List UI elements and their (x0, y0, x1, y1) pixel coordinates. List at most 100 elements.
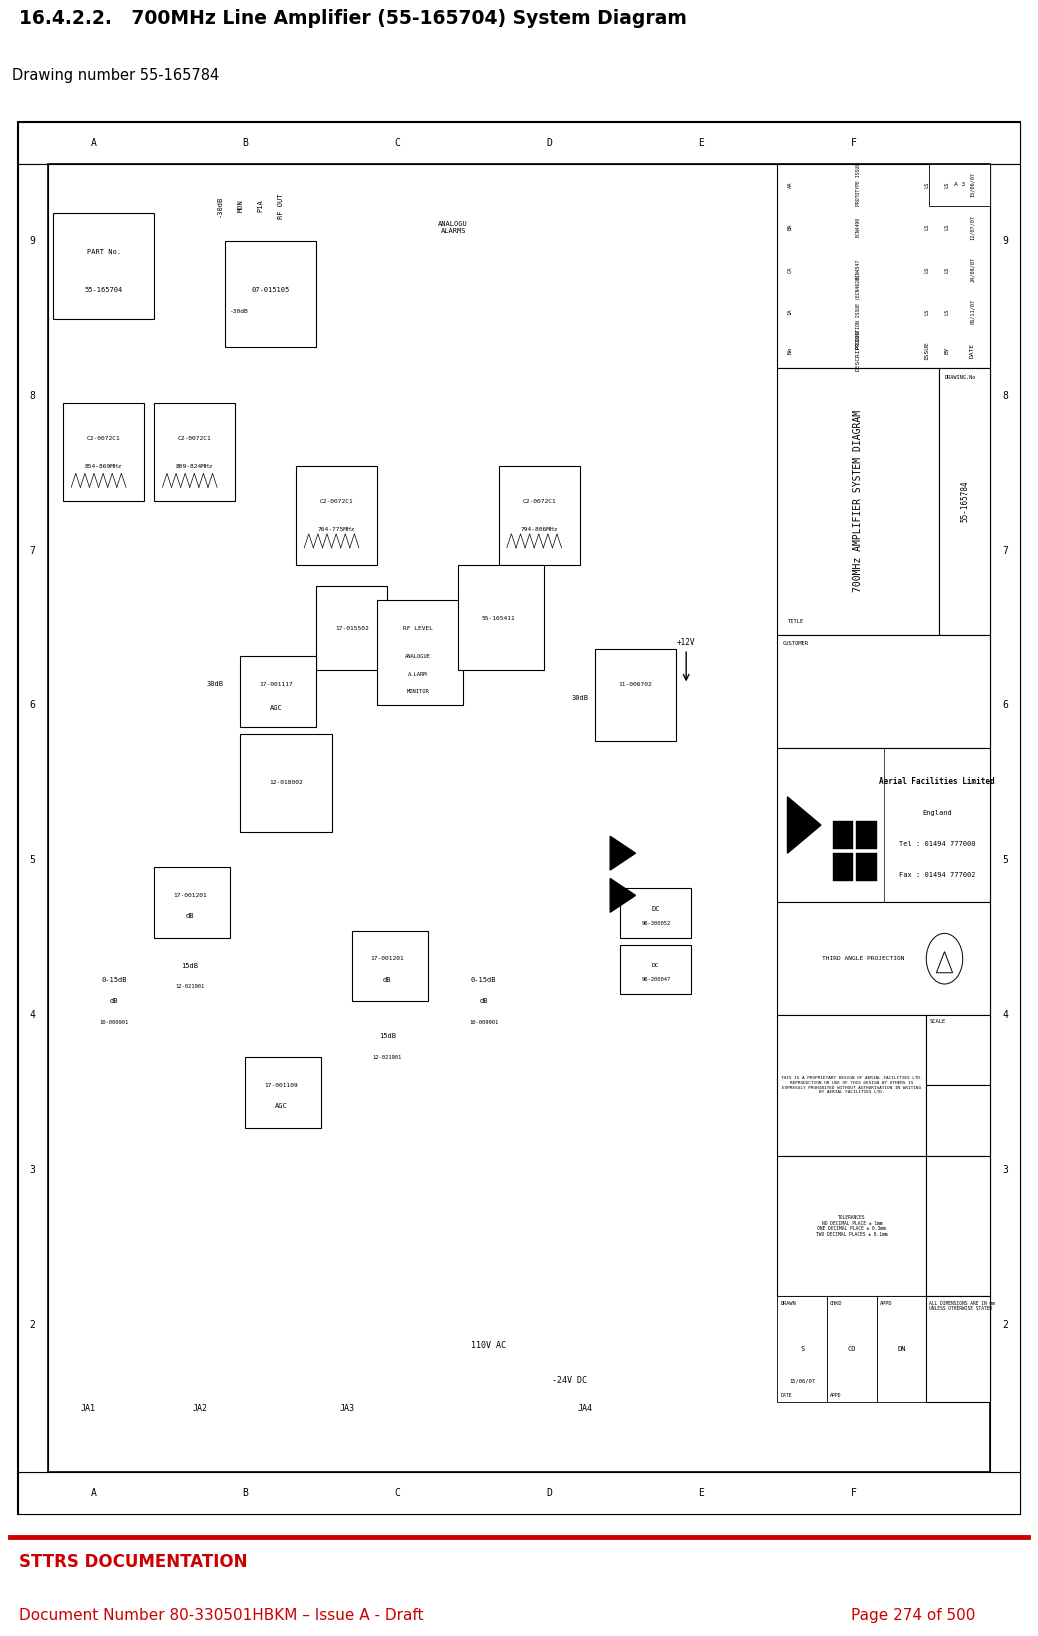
Text: DESCRIPTION: DESCRIPTION (856, 329, 861, 371)
Text: 10-000901: 10-000901 (100, 1019, 129, 1024)
Text: 5: 5 (1003, 856, 1008, 865)
Text: Document Number 80-330501HBKM – Issue A - Draft: Document Number 80-330501HBKM – Issue A … (19, 1608, 424, 1623)
Text: A: A (90, 137, 97, 147)
Bar (834, 854, 853, 882)
Bar (990, 164, 1020, 1472)
Text: AA: AA (788, 182, 792, 188)
Bar (926, 1085, 990, 1155)
Text: DRAWN: DRAWN (781, 1301, 796, 1306)
Text: 854-869MHz: 854-869MHz (85, 463, 122, 470)
Text: PROTOTYPE ISSUE: PROTOTYPE ISSUE (856, 164, 861, 206)
Text: CO: CO (848, 1346, 856, 1351)
Text: LS: LS (945, 267, 950, 273)
Text: JA3: JA3 (339, 1404, 354, 1414)
Bar (18, 164, 48, 1472)
Bar (926, 1155, 990, 1296)
Text: F: F (850, 137, 856, 147)
Text: JA4: JA4 (577, 1404, 593, 1414)
Bar (53, 213, 155, 319)
Text: LS: LS (924, 308, 929, 314)
Text: 8: 8 (30, 391, 35, 401)
Bar (498, 466, 580, 564)
Bar (18, 1472, 1020, 1515)
Text: DRAWING.No: DRAWING.No (945, 375, 976, 380)
Bar (777, 1296, 827, 1402)
Text: 2: 2 (1003, 1320, 1008, 1330)
Text: Aerial Facilities Limited: Aerial Facilities Limited (879, 777, 994, 787)
Text: RF OUT: RF OUT (278, 193, 284, 219)
Bar (63, 402, 144, 502)
Bar (777, 368, 939, 635)
Text: LS: LS (945, 224, 950, 231)
Text: F: F (850, 1489, 856, 1499)
Text: -24V DC: -24V DC (552, 1376, 588, 1386)
Text: 10-009901: 10-009901 (469, 1019, 498, 1024)
Text: 30dB: 30dB (207, 681, 223, 687)
Polygon shape (610, 879, 635, 913)
Text: DC: DC (652, 964, 659, 969)
Text: 55-165784: 55-165784 (960, 481, 969, 522)
Text: DN: DN (897, 1346, 906, 1351)
Text: 07-015105: 07-015105 (251, 288, 290, 293)
Bar (926, 1014, 990, 1085)
Bar (621, 888, 691, 937)
Text: DATE: DATE (969, 342, 975, 358)
Text: No: No (788, 347, 792, 353)
Text: 0-15dB: 0-15dB (471, 977, 496, 983)
Bar (777, 903, 990, 1014)
Text: A 3: A 3 (954, 182, 965, 188)
Text: 700MHz AMPLIFIER SYSTEM DIAGRAM: 700MHz AMPLIFIER SYSTEM DIAGRAM (853, 411, 864, 592)
Text: 16.4.2.2.   700MHz Line Amplifier (55-165704) System Diagram: 16.4.2.2. 700MHz Line Amplifier (55-1657… (19, 8, 686, 28)
Text: 2: 2 (30, 1320, 35, 1330)
Text: 17-001109: 17-001109 (264, 1083, 298, 1088)
Bar (777, 1014, 926, 1155)
Text: P1A: P1A (257, 200, 264, 213)
Text: C2-0072C1: C2-0072C1 (177, 435, 212, 440)
Text: 17-015502: 17-015502 (335, 625, 368, 630)
Bar (241, 656, 317, 726)
Bar (317, 586, 387, 671)
Text: 764-775MHz: 764-775MHz (318, 527, 355, 532)
Text: C2-0072C1: C2-0072C1 (522, 499, 556, 504)
Text: 12/07/07: 12/07/07 (969, 214, 975, 239)
Text: Fax : 01494 777002: Fax : 01494 777002 (899, 872, 975, 877)
Text: 11-006702: 11-006702 (619, 682, 652, 687)
Text: CA: CA (788, 267, 792, 273)
Text: -30dB: -30dB (217, 195, 223, 216)
Text: 96-200047: 96-200047 (641, 977, 671, 982)
Bar (777, 635, 990, 748)
Bar (155, 402, 236, 502)
Bar (245, 1057, 322, 1127)
Polygon shape (610, 836, 635, 870)
Text: Page 274 of 500: Page 274 of 500 (851, 1608, 976, 1623)
Bar (777, 748, 990, 903)
Bar (827, 1296, 877, 1402)
Text: JA1: JA1 (81, 1404, 95, 1414)
Text: AGC: AGC (274, 1103, 288, 1109)
Text: 3: 3 (1003, 1165, 1008, 1175)
Bar (777, 164, 990, 368)
Bar (939, 368, 990, 635)
Text: 4: 4 (1003, 1009, 1008, 1019)
Text: B: B (243, 137, 248, 147)
Text: LS: LS (924, 182, 929, 188)
Text: 12-021901: 12-021901 (373, 1055, 402, 1060)
Bar (155, 867, 230, 937)
Text: JA2: JA2 (192, 1404, 208, 1414)
Bar (621, 944, 691, 995)
Text: MON: MON (238, 200, 243, 213)
Text: TOLERANCES
NO DECIMAL PLACE ± 1mm
ONE DECIMAL PLACE ± 0.3mm
TWO DECIMAL PLACES ±: TOLERANCES NO DECIMAL PLACE ± 1mm ONE DE… (816, 1216, 887, 1237)
Text: D: D (546, 1489, 552, 1499)
Text: dB: dB (480, 998, 488, 1005)
Text: ECN4547: ECN4547 (856, 258, 861, 280)
Text: 24/08/07: 24/08/07 (969, 257, 975, 281)
Text: 30dB: 30dB (571, 695, 589, 702)
Bar (856, 821, 877, 849)
Text: 6: 6 (30, 700, 35, 710)
Bar (777, 1155, 926, 1296)
Text: CUSTOMER: CUSTOMER (783, 641, 809, 646)
Text: 3: 3 (30, 1165, 35, 1175)
Text: BA: BA (788, 224, 792, 231)
Text: 15/06/07: 15/06/07 (789, 1378, 815, 1384)
Text: PRODUCTION ISSUE (ECN4628): PRODUCTION ISSUE (ECN4628) (856, 275, 861, 348)
